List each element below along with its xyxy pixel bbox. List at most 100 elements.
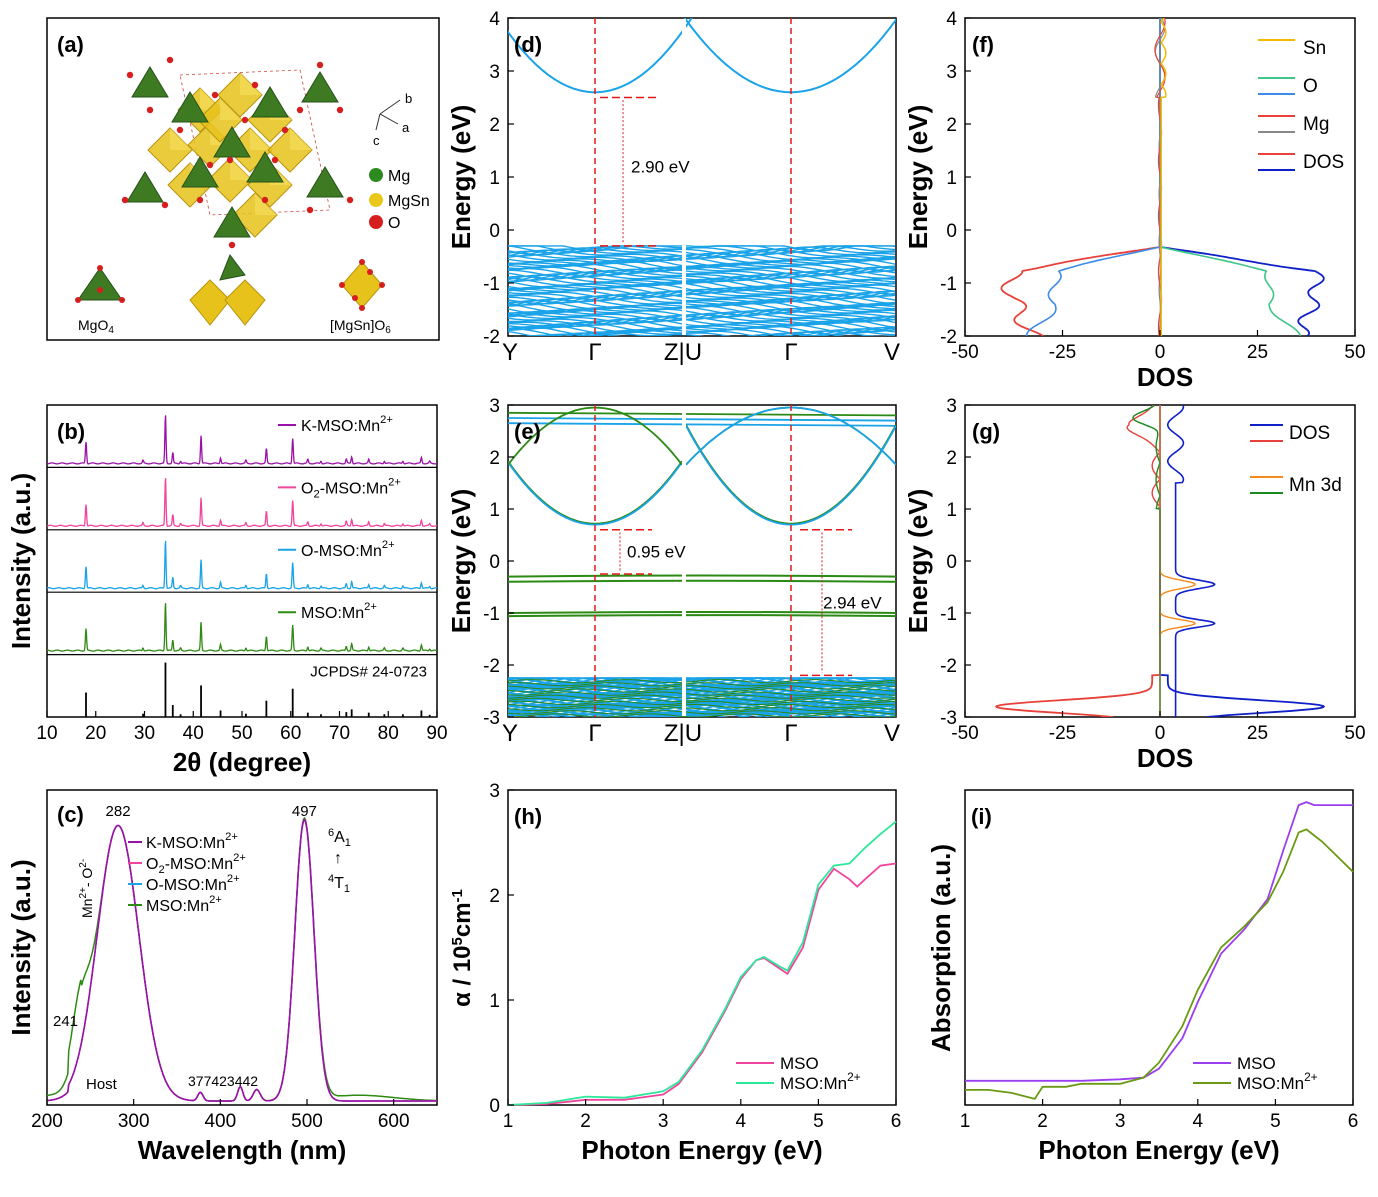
legend-mgsn: MgSn — [388, 193, 430, 210]
panel-label-d: (d) — [514, 32, 542, 57]
y-tick-label: 0 — [489, 1096, 500, 1117]
x-axis-title: Photon Energy (eV) — [581, 1135, 822, 1165]
atom-legend: Mg MgSn O — [369, 168, 430, 232]
tetrahedron — [301, 71, 339, 103]
y-tick-label: 3 — [489, 62, 500, 83]
y-axis-title: Energy (eV) — [903, 105, 933, 250]
valence-band — [508, 271, 896, 282]
y-tick-label: 2 — [946, 115, 957, 136]
k-path-break — [682, 19, 686, 335]
y-tick-label: 3 — [489, 396, 500, 417]
x-tick-label: -25 — [1049, 723, 1076, 744]
k-point-label: Γ — [588, 339, 601, 366]
octahedron-face — [170, 128, 192, 150]
y-axis-title: Absorption (a.u.) — [926, 844, 956, 1052]
k-point-label: Y — [502, 339, 518, 366]
valence-band — [508, 288, 896, 299]
oxygen-atom — [306, 206, 314, 214]
plot-frame — [507, 789, 897, 1106]
upper-band — [508, 417, 896, 422]
xrd-series-line — [46, 540, 437, 590]
x-tick-label: 60 — [280, 723, 301, 744]
x-axis-title: DOS — [1137, 362, 1193, 392]
x-tick-label: 70 — [329, 723, 350, 744]
y-tick-label: 0 — [946, 552, 957, 573]
y-tick-label: -1 — [940, 274, 957, 295]
x-tick-label: 0 — [1155, 342, 1166, 363]
x-tick-label: -50 — [951, 723, 978, 744]
x-tick-label: 80 — [378, 723, 399, 744]
valence-band-dopant — [508, 688, 896, 693]
legend-label: DOS — [1289, 423, 1330, 444]
tetrahedron — [246, 151, 284, 183]
crystal-structure — [75, 56, 385, 326]
oxygen-atom — [271, 156, 279, 164]
x-tick-label: 4 — [1193, 1111, 1204, 1132]
tetrahedron — [181, 156, 219, 188]
x-tick-label: 25 — [1247, 342, 1268, 363]
impurity-band — [508, 610, 896, 614]
y-tick-label: -1 — [940, 604, 957, 625]
x-axis-title: DOS — [1137, 743, 1193, 773]
y-tick-label: 1 — [489, 500, 500, 521]
oxygen-atom — [367, 269, 373, 275]
x-tick-label: 6 — [1348, 1111, 1359, 1132]
k-point-label: Y — [502, 720, 518, 747]
tetrahedron — [306, 166, 344, 198]
dos-total-down-upper — [1126, 405, 1161, 717]
oxygen-atom — [379, 282, 385, 288]
octahedron-face — [255, 193, 277, 215]
legend-label: MSO — [1237, 1054, 1276, 1073]
oxygen-atom — [226, 156, 234, 164]
absorption-line — [965, 828, 1354, 1100]
legend-label: MSO:Mn2+ — [146, 894, 222, 915]
x-tick-label: -50 — [951, 342, 978, 363]
panel-label-h: (h) — [514, 804, 542, 829]
axis-triad: b a c — [373, 91, 412, 148]
dos-o-down — [1025, 18, 1161, 336]
legend-o: O — [388, 215, 400, 232]
k-point-label: Γ — [784, 720, 797, 747]
y-tick-label: 4 — [489, 9, 500, 30]
y-tick-label: -2 — [483, 656, 500, 677]
conduction-band — [685, 425, 896, 526]
valence-band — [550, 331, 895, 336]
octahedron-face — [230, 158, 252, 180]
panel-a: (a) b a c Mg MgSn O MgO4 [MgSn]O6 — [46, 17, 440, 341]
valence-band — [508, 280, 896, 291]
valence-band — [538, 332, 817, 336]
peak-label: 497 — [292, 803, 317, 820]
dos-sn — [1160, 18, 1167, 336]
valence-band-dopant — [508, 694, 896, 699]
legend-label: O — [1303, 76, 1318, 97]
tetrahedron — [131, 66, 169, 98]
legend-label: Sn — [1303, 38, 1326, 59]
valence-band — [508, 254, 896, 264]
axis-c-label: c — [373, 133, 380, 148]
impurity-band — [508, 579, 896, 583]
valence-band-dopant — [508, 697, 896, 702]
y-tick-label: 1 — [489, 168, 500, 189]
octahedron-face — [240, 73, 262, 95]
x-tick-label: 50 — [1344, 342, 1365, 363]
x-tick-label: 10 — [36, 723, 57, 744]
oxygen-atom — [339, 282, 345, 288]
x-tick-label: 300 — [118, 1111, 150, 1132]
legend-label: MSO:Mn2+ — [1237, 1070, 1318, 1093]
cluster-oct — [189, 279, 231, 326]
panel-label-e: (e) — [514, 419, 541, 444]
legend-label: K-MSO:Mn2+ — [146, 831, 238, 852]
label-mgsno6: [MgSn]O6 — [330, 317, 391, 336]
legend-label: Mg — [1303, 114, 1329, 135]
valence-band — [508, 290, 896, 302]
oxygen-atom — [126, 71, 134, 79]
label-mgo4: MgO4 — [78, 317, 114, 336]
absorption-line — [507, 862, 897, 1106]
oxygen-atom — [146, 106, 154, 114]
oxygen-atom — [251, 81, 259, 89]
pl-series-line — [46, 818, 437, 1102]
plot-frame — [964, 789, 1354, 1106]
oxygen-atom — [296, 106, 304, 114]
cluster-oct — [224, 279, 266, 326]
